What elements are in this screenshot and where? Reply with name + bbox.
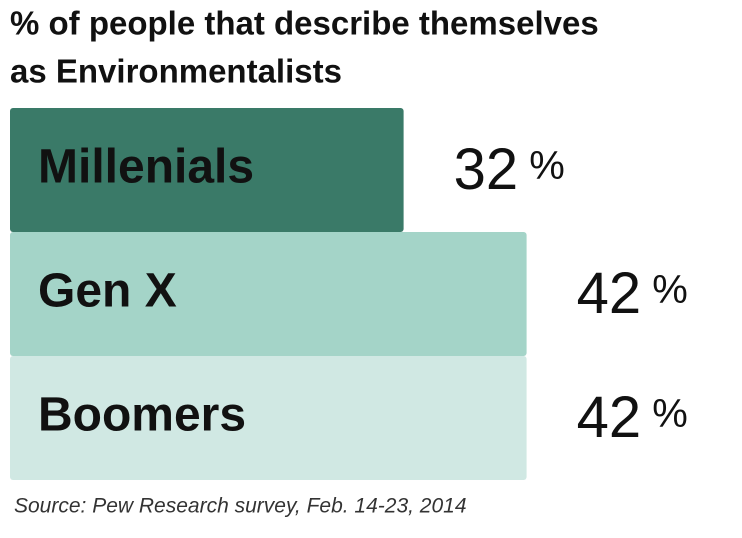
value-label: 42 % xyxy=(577,261,688,326)
bar xyxy=(10,356,527,480)
chart-title: % of people that describe themselves xyxy=(10,5,599,42)
bars: Millenials 32 % Gen X 42 % Boomers 42 % xyxy=(10,108,688,480)
value-label: 32 % xyxy=(454,137,565,202)
bar xyxy=(10,108,404,232)
source-note: Source: Pew Research survey, Feb. 14-23,… xyxy=(14,495,467,518)
value-label: 42 % xyxy=(577,385,688,450)
bar xyxy=(10,232,527,356)
category-label: Millenials xyxy=(38,141,254,194)
chart-title: as Environmentalists xyxy=(10,53,342,90)
category-label: Gen X xyxy=(38,265,177,318)
category-label: Boomers xyxy=(38,389,246,442)
